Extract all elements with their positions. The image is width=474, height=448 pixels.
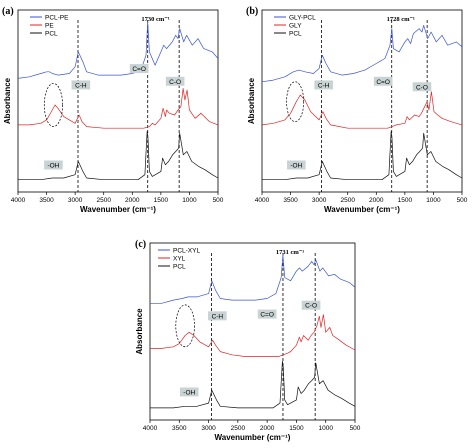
- band-label-ch: C-H: [318, 82, 330, 89]
- x-tick-label: 1500: [154, 197, 169, 204]
- band-label-box: [44, 160, 63, 170]
- x-tick-label: 2000: [125, 197, 140, 204]
- band-label-box: [165, 76, 185, 86]
- legend-entry: XYL: [173, 255, 186, 262]
- band-label-box: [412, 82, 432, 92]
- peak-marker: 1728 cm⁻¹: [387, 16, 415, 23]
- band-label-box: [129, 64, 149, 74]
- spectrum-xyl: [150, 314, 356, 357]
- legend-entry: PE: [45, 22, 54, 29]
- band-label-oh: -OH: [290, 163, 302, 170]
- spectrum-pcl-xyl: [150, 254, 356, 304]
- x-tick-label: 500: [457, 197, 468, 204]
- x-tick-label: 1000: [426, 197, 441, 204]
- band-label-box: [373, 76, 393, 86]
- band-label-co: C-O: [169, 79, 181, 86]
- x-tick-label: 3500: [172, 425, 187, 432]
- x-tick-label: 3000: [201, 425, 216, 432]
- x-tick-label: 4000: [255, 197, 270, 204]
- x-tick-label: 500: [213, 197, 224, 204]
- chart-panel-1: (a) 4000 3500 3000 2500 2000 1500 1000 500 Wavenu…: [2, 6, 224, 214]
- spectrum-pcl: [18, 131, 219, 181]
- peak-marker: 1731 cm⁻¹: [276, 249, 304, 256]
- spectrum-gly-pcl: [261, 24, 463, 83]
- x-tick-label: 1000: [318, 425, 333, 432]
- y-axis-title: Absorbance: [247, 77, 256, 124]
- x-axis-title: Wavenumber (cm⁻¹): [80, 205, 156, 214]
- chart-panel-2: (b) 4000 3500 3000 2500 2000 1500 1000 500 Wavenu…: [246, 6, 468, 214]
- x-tick-label: 2500: [231, 425, 246, 432]
- band-label-box: [286, 160, 306, 170]
- x-tick-label: 4000: [11, 197, 26, 204]
- chart-panel-3: (c) 4000 3500 3000 2500 2000 1500 1000 500 Wavenu…: [135, 239, 361, 442]
- band-label-ch: C-H: [75, 82, 87, 89]
- spectrum-pe: [18, 88, 219, 129]
- x-tick-label: 3500: [283, 197, 298, 204]
- band-label-ch: C-H: [212, 313, 224, 320]
- band-label-co: C-O: [416, 84, 428, 91]
- band-label-co: C=O: [376, 79, 390, 86]
- x-tick-label: 2000: [369, 197, 384, 204]
- legend-entry: PCL-XYL: [173, 247, 200, 254]
- x-tick-label: 500: [350, 425, 361, 432]
- x-tick-label: 4000: [143, 425, 158, 432]
- x-tick-label: 2000: [260, 425, 275, 432]
- legend-entry: PCL: [173, 263, 186, 270]
- band-label-box: [257, 309, 277, 319]
- plot-frame: [149, 242, 356, 421]
- band-label-box: [208, 311, 227, 321]
- legend-entry: GLY: [289, 22, 302, 29]
- band-label-oh: -OH: [183, 389, 195, 396]
- oh-region-ellipse: [43, 83, 63, 127]
- band-label-oh: -OH: [47, 163, 59, 170]
- oh-region-ellipse: [286, 81, 305, 122]
- spectrum-pcl: [262, 131, 463, 181]
- y-axis-title: Absorbance: [3, 77, 12, 124]
- x-tick-label: 2500: [96, 197, 111, 204]
- legend-entry: PCL-PE: [45, 14, 69, 21]
- x-tick-label: 3500: [39, 197, 54, 204]
- x-tick-label: 1000: [182, 197, 197, 204]
- band-label-box: [179, 387, 199, 397]
- peak-marker: 1730 cm⁻¹: [141, 16, 169, 23]
- x-tick-label: 1500: [398, 197, 413, 204]
- panel-letter: (b): [246, 6, 258, 17]
- band-label-box: [301, 300, 321, 310]
- legend-entry: PCL: [289, 30, 302, 37]
- plot-frame: [17, 9, 219, 193]
- panel-letter: (c): [135, 239, 146, 250]
- panel-letter: (a): [2, 6, 14, 17]
- x-tick-label: 3000: [68, 197, 83, 204]
- band-label-box: [71, 80, 91, 90]
- band-label-co: C=O: [132, 66, 146, 73]
- band-label-co: C-O: [305, 303, 317, 310]
- x-axis-title: Wavenumber (cm⁻¹): [215, 433, 291, 442]
- plot-frame: [261, 9, 463, 193]
- legend-entry: GLY-PCL: [289, 14, 316, 21]
- x-tick-label: 2500: [340, 197, 355, 204]
- band-label-box: [314, 80, 334, 90]
- x-tick-label: 3000: [312, 197, 327, 204]
- spectrum-gly: [261, 91, 463, 129]
- x-axis-title: Wavenumber (cm⁻¹): [324, 205, 400, 214]
- spectrum-pcl: [150, 360, 356, 409]
- oh-region-ellipse: [175, 304, 195, 348]
- y-axis-title: Absorbance: [135, 308, 144, 355]
- band-label-co: C=O: [260, 312, 274, 319]
- spectrum-pcl-pe: [17, 21, 219, 79]
- x-tick-label: 1500: [289, 425, 304, 432]
- legend-entry: PCL: [45, 30, 58, 37]
